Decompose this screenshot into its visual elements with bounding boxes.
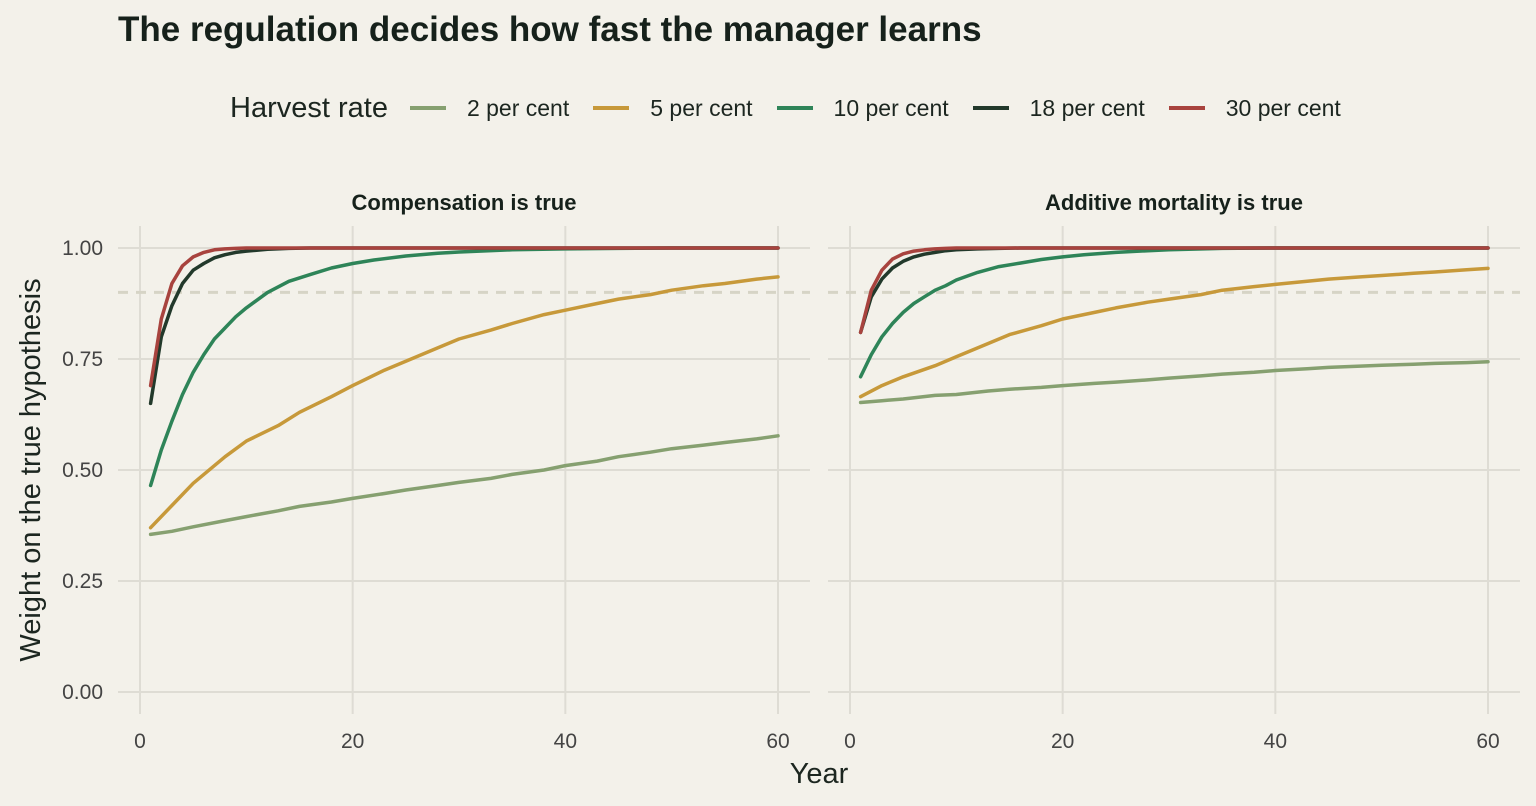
legend-title: Harvest rate: [230, 91, 388, 124]
chart-title: The regulation decides how fast the mana…: [118, 10, 982, 49]
x-tick-label: 20: [341, 730, 364, 753]
legend-label: 18 per cent: [1029, 94, 1145, 121]
series-line: [858, 246, 1490, 335]
x-tick-label: 60: [766, 730, 789, 753]
panel-title: Additive mortality is true: [1045, 190, 1303, 215]
y-tick-label: 0.00: [62, 681, 103, 704]
legend-key: [1168, 106, 1205, 110]
legend-label: 30 per cent: [1225, 94, 1341, 121]
y-tick-label: 0.25: [62, 570, 103, 593]
panel-title: Compensation is true: [352, 190, 577, 215]
legend-item: 18 per cent: [972, 94, 1145, 122]
x-tick-label: 40: [554, 730, 577, 753]
x-tick-label: 0: [134, 730, 146, 753]
series-line: [148, 246, 780, 388]
legend-key: [593, 106, 630, 110]
y-tick-label: 0.50: [62, 459, 103, 482]
y-tick-label: 1.00: [62, 237, 103, 260]
legend-item: 10 per cent: [776, 94, 949, 122]
legend-item: 30 per cent: [1168, 94, 1341, 122]
legend-label: 5 per cent: [650, 94, 753, 121]
series-line: [858, 359, 1490, 405]
legend-item: 2 per cent: [409, 94, 570, 122]
x-axis-label: Year: [790, 758, 849, 790]
legend-key: [409, 106, 446, 110]
legend-label: 2 per cent: [466, 94, 570, 121]
x-tick-label: 40: [1264, 730, 1287, 753]
legend-item: 5 per cent: [593, 94, 753, 122]
x-tick-label: 60: [1476, 730, 1499, 753]
legend-label: 10 per cent: [833, 94, 949, 121]
series-line: [148, 434, 780, 537]
series-line: [858, 266, 1490, 399]
series-line: [148, 246, 780, 488]
legend-key: [972, 106, 1009, 110]
y-tick-label: 0.75: [62, 348, 103, 371]
legend: Harvest rate 2 per cent 5 per cent 10 per …: [230, 88, 1365, 128]
legend-key: [776, 106, 813, 110]
series-line: [148, 275, 780, 530]
x-tick-label: 20: [1051, 730, 1074, 753]
series-line: [858, 246, 1490, 335]
y-axis-label: Weight on the true hypothesis: [15, 278, 47, 661]
x-tick-label: 0: [844, 730, 856, 753]
series-line: [148, 246, 780, 406]
